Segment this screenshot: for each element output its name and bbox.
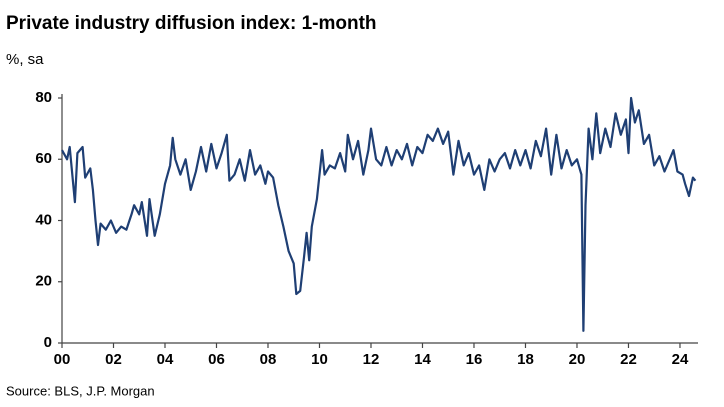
x-tick-label: 14 bbox=[414, 351, 431, 368]
source: Source: BLS, J.P. Morgan bbox=[6, 383, 155, 398]
x-tick-label: 08 bbox=[260, 351, 277, 368]
chart-title: Private industry diffusion index: 1-mont… bbox=[6, 13, 377, 34]
x-tick-label: 10 bbox=[311, 351, 328, 368]
y-tick-label: 60 bbox=[35, 150, 52, 167]
x-tick-label: 24 bbox=[672, 351, 689, 368]
x-tick-label: 00 bbox=[54, 351, 71, 368]
x-tick-label: 02 bbox=[105, 351, 122, 368]
y-tick-label: 80 bbox=[35, 89, 52, 106]
series-line bbox=[61, 96, 697, 332]
x-tick-label: 22 bbox=[620, 351, 637, 368]
x-tick-label: 06 bbox=[208, 351, 225, 368]
y-tick-label: 40 bbox=[35, 211, 52, 228]
x-tick-label: 16 bbox=[466, 351, 483, 368]
y-tick-label: 0 bbox=[44, 334, 52, 351]
x-tick-label: 04 bbox=[157, 351, 174, 368]
y-tick-label: 20 bbox=[35, 273, 52, 290]
x-tick-label: 20 bbox=[569, 351, 586, 368]
x-tick-label: 12 bbox=[363, 351, 380, 368]
x-tick-label: 18 bbox=[517, 351, 534, 368]
chart-subtitle: %, sa bbox=[6, 51, 44, 68]
